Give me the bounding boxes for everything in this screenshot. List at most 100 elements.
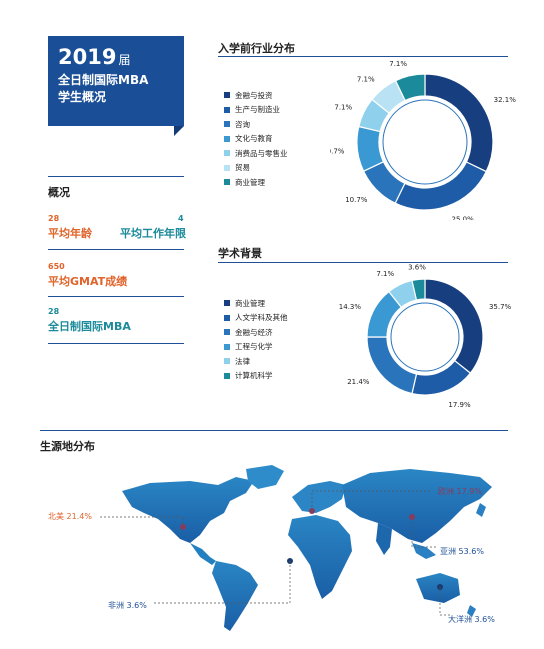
legend-item: 工程与化学: [224, 340, 288, 355]
legend-label: 商业管理: [235, 177, 265, 187]
count-value: 28: [48, 307, 60, 316]
legend-swatch: [224, 92, 230, 99]
legend-swatch: [224, 150, 230, 157]
oceania-label: 大洋洲 3.6%: [448, 615, 495, 624]
gmat-label: 平均GMAT成绩: [48, 275, 128, 288]
legend-item: 金融与经济: [224, 325, 288, 340]
industry-divider: [218, 56, 508, 57]
legend-label: 咨询: [235, 119, 250, 129]
donut-slice: [394, 161, 488, 211]
legend-item: 生产与制造业: [224, 103, 288, 118]
north-america-leader: [100, 516, 184, 527]
avg-work-value: 4: [178, 214, 184, 223]
india-shape: [376, 523, 392, 555]
donut-slice: [411, 359, 472, 396]
slice-value-label: 3.6%: [408, 263, 426, 271]
legend-item: 人文学科及其他: [224, 311, 288, 326]
slice-value-label: 7.1%: [334, 104, 352, 112]
donut-slice: [424, 73, 494, 173]
slice-value-label: 7.1%: [389, 60, 407, 68]
origin-divider: [40, 430, 508, 431]
legend-label: 金融与经济: [235, 327, 273, 337]
asia-label: 亚洲 53.6%: [440, 547, 484, 556]
europe-label: 欧洲 17.9%: [438, 487, 482, 496]
slice-value-label: 14.3%: [339, 303, 362, 311]
industry-donut-chart: 32.1% 25.0% 10.7% 10.7% 7.1% 7.1% 7.1%: [330, 60, 517, 220]
avg-age-value: 28: [48, 214, 60, 223]
legend-label: 金融与投资: [235, 90, 273, 100]
legend-item: 商业管理: [224, 296, 288, 311]
slice-value-label: 10.7%: [330, 148, 345, 156]
legend-label: 贸易: [235, 163, 250, 173]
industry-chart-title: 入学前行业分布: [218, 42, 295, 55]
slice-value-label: 17.9%: [448, 401, 471, 409]
title-banner: 2019 届 全日制国际MBA 学生概况: [48, 36, 184, 136]
europe-shape: [292, 481, 346, 513]
slice-value-label: 7.1%: [376, 270, 394, 278]
donut-inner-ring: [382, 99, 468, 185]
industry-legend: 金融与投资生产与制造业 咨询文化与教育 消费品与零售业 贸易商业管理: [224, 88, 288, 190]
slice-value-label: 25.0%: [452, 216, 475, 220]
title-subtitle: 学生概况: [58, 90, 107, 104]
south-america-shape: [212, 561, 258, 631]
title-year: 2019: [58, 45, 117, 69]
legend-item: 金融与投资: [224, 88, 288, 103]
academic-legend: 商业管理人文学科及其他 金融与经济工程与化学法律计算机科学: [224, 296, 288, 383]
asia-leader: [411, 517, 438, 548]
slice-value-label: 32.1%: [494, 96, 517, 104]
central-america-shape: [190, 543, 216, 565]
slice-value-label: 7.1%: [357, 76, 375, 84]
donut-slice: [411, 278, 426, 301]
japan-shape: [476, 503, 486, 517]
legend-item: 文化与教育: [224, 132, 288, 147]
legend-swatch: [224, 300, 230, 307]
legend-label: 人文学科及其他: [235, 313, 288, 323]
legend-swatch: [224, 372, 230, 379]
title-year-line: 2019 届: [58, 45, 174, 72]
oceania-leader: [439, 587, 450, 616]
africa-shape: [288, 515, 352, 599]
legend-label: 工程与化学: [235, 342, 273, 352]
se-asia-shape: [412, 543, 436, 559]
overview-divider-bottom: [48, 343, 184, 344]
gmat-value: 650: [48, 262, 65, 271]
legend-swatch: [224, 314, 230, 321]
academic-chart-title: 学术背景: [218, 247, 262, 260]
donut-slice: [394, 73, 426, 102]
legend-item: 商业管理: [224, 175, 288, 190]
overview-divider-top: [48, 176, 184, 177]
slice-value-label: 21.4%: [347, 378, 370, 386]
africa-leader: [154, 561, 291, 604]
world-map: [100, 465, 492, 631]
legend-label: 商业管理: [235, 298, 265, 308]
legend-label: 生产与制造业: [235, 105, 280, 115]
africa-label: 非洲 3.6%: [108, 601, 147, 610]
title-year-suffix: 届: [118, 53, 131, 67]
overview-divider-2: [48, 296, 184, 297]
title-program: 全日制国际MBA: [58, 73, 149, 87]
banner-fold: [174, 126, 184, 136]
legend-swatch: [224, 121, 230, 128]
north-america-shape: [122, 477, 254, 543]
origin-title: 生源地分布: [40, 440, 95, 453]
legend-swatch: [224, 106, 230, 113]
overview-title: 概况: [48, 186, 70, 199]
legend-label: 法律: [235, 356, 250, 366]
legend-swatch: [224, 358, 230, 365]
avg-work-label: 平均工作年限: [120, 227, 186, 240]
academic-donut-chart: 35.7% 17.9% 21.4% 14.3% 7.1% 3.6%: [339, 263, 512, 409]
donut-inner-ring: [390, 302, 460, 372]
legend-swatch: [224, 135, 230, 142]
overview-divider-1: [48, 249, 184, 250]
legend-swatch: [224, 329, 230, 336]
north-america-label: 北美 21.4%: [48, 512, 92, 521]
academic-divider: [218, 262, 508, 263]
legend-swatch: [224, 179, 230, 186]
legend-label: 计算机科学: [235, 371, 273, 381]
legend-label: 消费品与零售业: [235, 148, 288, 158]
slice-value-label: 35.7%: [489, 303, 512, 311]
legend-item: 计算机科学: [224, 369, 288, 384]
europe-leader: [311, 490, 430, 511]
legend-item: 贸易: [224, 161, 288, 176]
donut-slice: [424, 278, 484, 374]
